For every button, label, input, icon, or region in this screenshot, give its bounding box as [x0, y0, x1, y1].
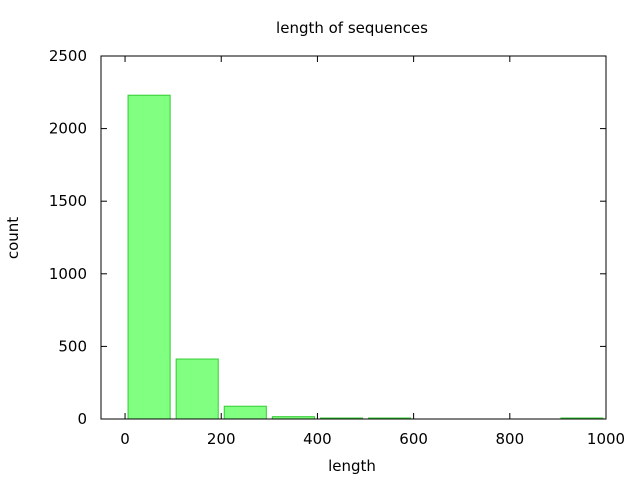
histogram-bar: [175, 358, 219, 420]
ticks-layer: 0 500 1000 1500 2000 2500 0 200 400 600 800 1000: [49, 47, 625, 448]
y-tick-label: 1500: [49, 192, 87, 210]
x-tick-label: 1000: [587, 430, 625, 448]
histogram-bar: [127, 94, 171, 420]
y-tick-label: 0: [77, 410, 87, 428]
x-tick-label: 400: [303, 430, 332, 448]
y-tick-label: 500: [58, 337, 87, 355]
y-axis-label: count: [4, 217, 22, 259]
x-axis-label: length: [328, 457, 376, 475]
y-tick-label: 2000: [49, 120, 87, 138]
x-tick-label: 800: [495, 430, 524, 448]
bars-layer: [127, 94, 604, 420]
x-tick-label: 0: [120, 430, 130, 448]
x-tick-label: 600: [399, 430, 428, 448]
chart-title: length of sequences: [276, 19, 428, 37]
plot-frame: [100, 55, 607, 420]
x-tick-label: 200: [207, 430, 236, 448]
y-tick-label: 1000: [49, 265, 87, 283]
y-tick-label: 2500: [49, 47, 87, 65]
histogram-bar: [223, 405, 267, 420]
